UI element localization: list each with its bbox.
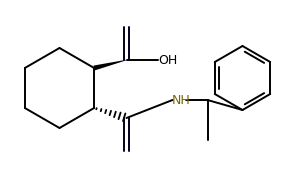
Text: NH: NH — [172, 93, 190, 107]
Polygon shape — [93, 60, 127, 70]
Text: OH: OH — [158, 53, 178, 67]
